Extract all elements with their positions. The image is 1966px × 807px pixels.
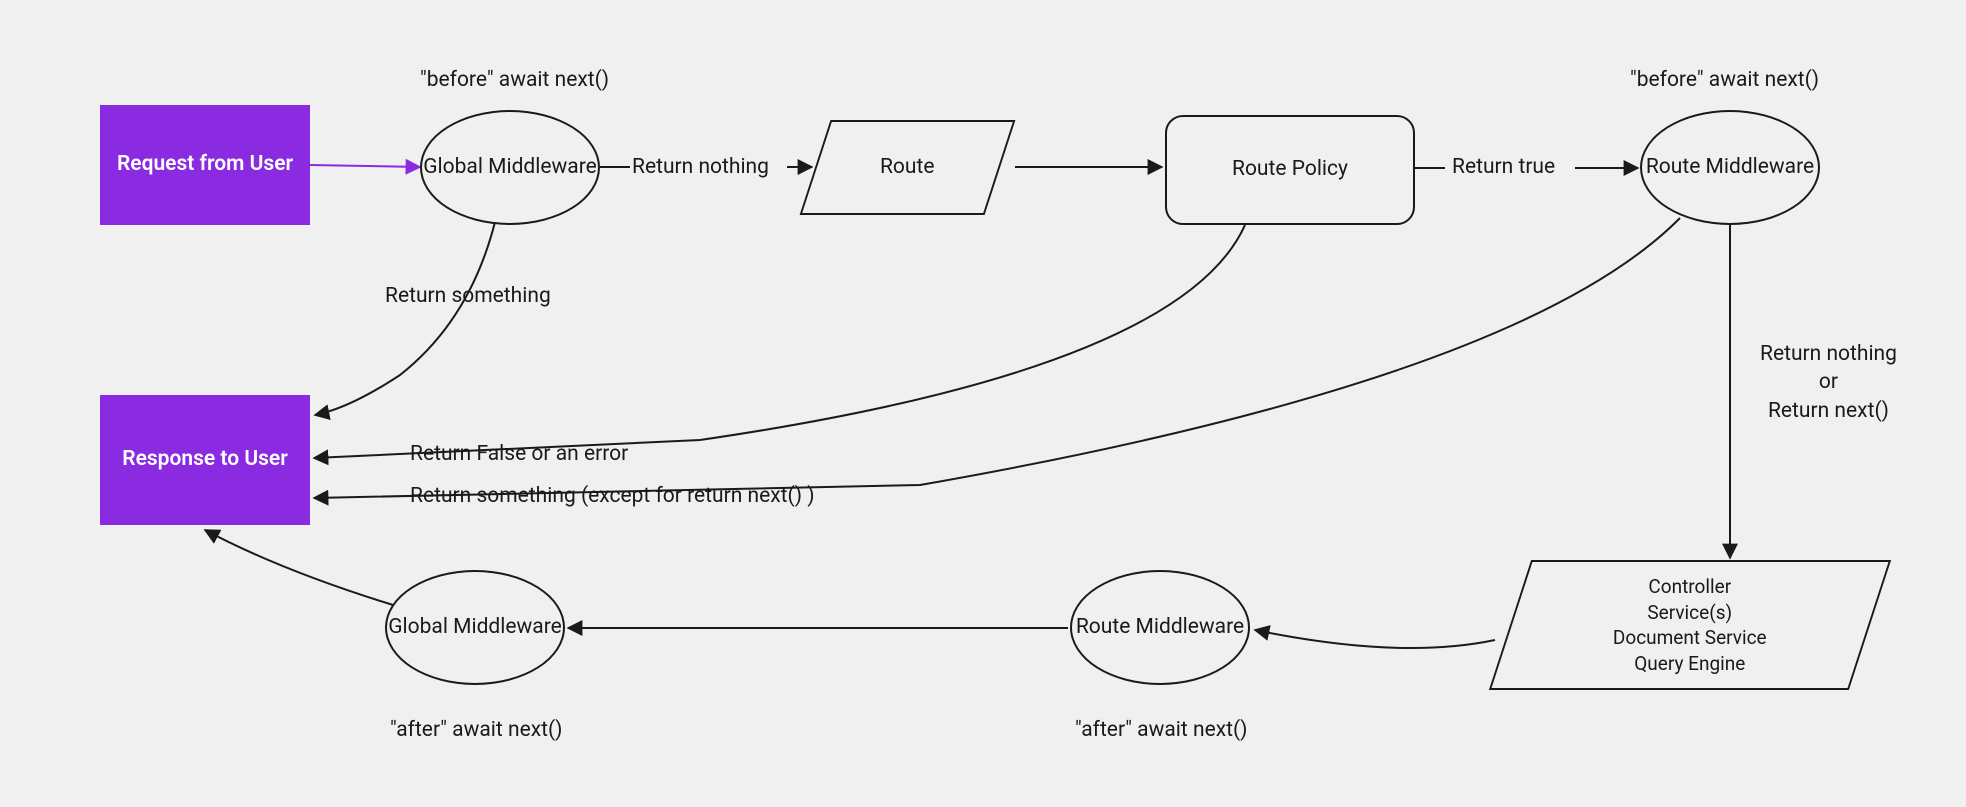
label-return-nothing: Return nothing xyxy=(632,155,769,179)
label-return-something: Return something xyxy=(385,284,551,308)
node-route-mw-bot-label: Route Middleware xyxy=(1076,614,1244,641)
label-return-false-error: Return False or an error xyxy=(410,442,628,466)
node-request-label: Request from User xyxy=(117,151,293,178)
node-controller: Controller Service(s) Document Service Q… xyxy=(1489,560,1891,690)
flow-diagram: Request from User Global Middleware Rout… xyxy=(0,0,1966,807)
node-route: Route xyxy=(800,120,1016,215)
node-route-middleware-bottom: Route Middleware xyxy=(1070,570,1250,685)
node-global-mw-bot-label: Global Middleware xyxy=(388,614,562,641)
node-route-label: Route xyxy=(880,154,935,181)
label-before-await-left: "before" await next() xyxy=(420,68,609,92)
label-before-await-right: "before" await next() xyxy=(1630,68,1819,92)
node-response-label: Response to User xyxy=(122,446,288,473)
label-after-await-left: "after" await next() xyxy=(390,718,563,742)
node-global-middleware-top: Global Middleware xyxy=(420,110,600,225)
node-global-mw-top-label: Global Middleware xyxy=(423,154,597,181)
node-route-policy: Route Policy xyxy=(1165,115,1415,225)
node-route-middleware-top: Route Middleware xyxy=(1640,110,1820,225)
label-after-await-right: "after" await next() xyxy=(1075,718,1248,742)
node-route-policy-label: Route Policy xyxy=(1232,156,1348,183)
node-route-mw-top-label: Route Middleware xyxy=(1646,154,1814,181)
node-controller-label: Controller Service(s) Document Service Q… xyxy=(1613,574,1767,677)
label-return-true: Return true xyxy=(1452,155,1555,179)
node-request: Request from User xyxy=(100,105,310,225)
label-return-something-except: Return something (except for return next… xyxy=(410,484,815,508)
label-return-nothing-or-next: Return nothing or Return next() xyxy=(1760,340,1897,425)
node-response: Response to User xyxy=(100,395,310,525)
node-global-middleware-bottom: Global Middleware xyxy=(385,570,565,685)
